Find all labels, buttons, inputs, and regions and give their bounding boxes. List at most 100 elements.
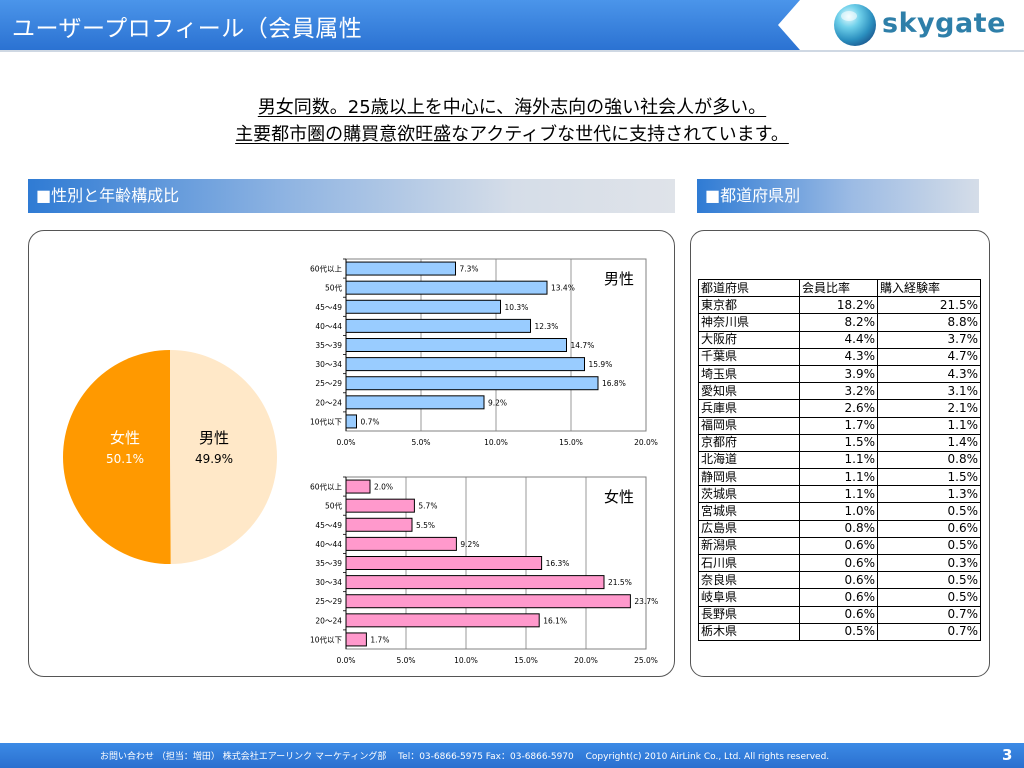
header-divider [0, 50, 1024, 52]
page-number: 3 [1002, 746, 1013, 764]
female-chart-bar [345, 479, 371, 494]
member-ratio-cell: 4.3% [799, 347, 878, 366]
male-chart-bar [345, 318, 531, 333]
female-chart-category-label: 40～44 [315, 540, 342, 549]
prefecture-name-cell: 東京都 [698, 296, 800, 315]
purchase-rate-cell: 3.1% [877, 382, 981, 401]
table-row: 新潟県 0.6% 0.5% [698, 536, 981, 556]
female-chart-value-label: 1.7% [370, 635, 389, 644]
table-row: 兵庫県 2.6% 2.1% [698, 399, 981, 418]
table-row: 埼玉県 3.9% 4.3% [698, 364, 981, 384]
prefecture-name-cell: 埼玉県 [698, 364, 800, 384]
female-chart-category-label: 35～39 [315, 559, 342, 568]
prefecture-name-cell: 新潟県 [698, 536, 800, 556]
male-chart-bar [345, 376, 599, 391]
member-ratio-cell: 1.1% [799, 468, 878, 487]
member-ratio-cell: 1.1% [799, 485, 878, 504]
table-row: 千葉県 4.3% 4.7% [698, 347, 981, 366]
prefecture-name-cell: 茨城県 [698, 485, 800, 504]
male-chart-category-label: 25～29 [315, 379, 342, 388]
member-ratio-cell: 2.6% [799, 399, 878, 418]
section-header-prefecture: ■都道府県別 [697, 179, 979, 213]
male-chart-category-label: 20～24 [315, 398, 342, 407]
male-chart-bar [345, 299, 501, 314]
female-chart-x-tick-label: 5.0% [396, 656, 415, 665]
table-row: 広島県 0.8% 0.6% [698, 519, 981, 538]
member-ratio-cell: 0.6% [799, 605, 878, 624]
pie-value-male: 49.9% [195, 452, 233, 466]
table-row: 東京都 18.2% 21.5% [698, 296, 981, 315]
gender-pie-chart: 女性 50.1% 男性 49.9% [63, 350, 278, 564]
pie-value-female: 50.1% [106, 452, 144, 466]
prefecture-name-cell: 宮城県 [698, 502, 800, 521]
female-chart-bar [345, 613, 540, 628]
table-row: 奈良県 0.6% 0.5% [698, 571, 981, 590]
purchase-rate-cell: 1.5% [877, 468, 981, 487]
male-chart-value-label: 16.8% [602, 379, 626, 388]
member-ratio-cell: 1.1% [799, 450, 878, 470]
purchase-rate-cell: 0.6% [877, 519, 981, 538]
purchase-rate-cell: 21.5% [877, 296, 981, 315]
female-chart-value-label: 9.2% [460, 540, 479, 549]
female-chart-category-label: 45～49 [315, 521, 342, 530]
purchase-rate-cell: 1.1% [877, 416, 981, 435]
member-ratio-cell: 0.8% [799, 519, 878, 538]
male-chart-category-label: 45～49 [315, 303, 342, 312]
headline-line-2: 主要都市圏の購買意欲旺盛なアクティブな世代に支持されています。 [235, 124, 789, 145]
table-row: 神奈川県 8.2% 8.8% [698, 313, 981, 332]
male-chart-value-label: 10.3% [505, 303, 529, 312]
prefecture-table-body: 東京都 18.2% 21.5% 神奈川県 8.2% 8.8% 大阪府 4.4% 3.7% 千葉県 4… [698, 296, 981, 641]
header-band [0, 0, 800, 50]
page-title: ユーザープロフィール（会員属性 [12, 16, 363, 42]
male-chart-category-label: 30～34 [315, 360, 342, 369]
prefecture-name-cell: 兵庫県 [698, 399, 800, 418]
male-chart-bar [345, 414, 357, 429]
male-chart-category-label: 10代以下 [310, 416, 343, 426]
logo-text: skygate [882, 8, 1006, 39]
prefecture-name-cell: 福岡県 [698, 416, 800, 435]
female-chart-value-label: 21.5% [608, 578, 632, 587]
table-row: 茨城県 1.1% 1.3% [698, 485, 981, 504]
globe-icon [834, 4, 876, 46]
female-chart-category-label: 60代以上 [310, 482, 343, 492]
male-chart-category-label: 40～44 [315, 322, 342, 331]
female-chart-category-label: 30～34 [315, 578, 342, 587]
male-chart-value-label: 13.4% [551, 284, 575, 293]
female-chart-value-label: 16.1% [543, 616, 567, 625]
table-row: 愛知県 3.2% 3.1% [698, 382, 981, 401]
male-chart-value-label: 7.3% [460, 265, 479, 274]
prefecture-name-cell: 奈良県 [698, 571, 800, 590]
slide-header: ユーザープロフィール（会員属性 skygate [0, 0, 1024, 50]
female-chart-bar [345, 498, 415, 513]
prefecture-name-cell: 千葉県 [698, 347, 800, 366]
female-chart-title: 女性 [604, 488, 634, 506]
purchase-rate-cell: 8.8% [877, 313, 981, 332]
female-chart-bar [345, 632, 367, 647]
table-row: 大阪府 4.4% 3.7% [698, 330, 981, 349]
female-chart-bar [345, 594, 631, 609]
purchase-rate-cell: 0.8% [877, 450, 981, 470]
male-chart-x-tick-label: 0.0% [336, 438, 355, 447]
purchase-rate-cell: 0.7% [877, 622, 981, 641]
purchase-rate-cell: 0.3% [877, 553, 981, 573]
purchase-rate-cell: 0.5% [877, 536, 981, 556]
male-chart-category-label: 35～39 [315, 341, 342, 350]
member-ratio-cell: 0.6% [799, 588, 878, 607]
female-chart-value-label: 16.3% [546, 559, 570, 568]
male-chart-value-label: 12.3% [535, 322, 559, 331]
male-chart-x-tick-label: 20.0% [634, 438, 658, 447]
male-chart-value-label: 9.2% [488, 398, 507, 407]
female-chart-x-tick-label: 25.0% [634, 656, 658, 665]
prefecture-name-cell: 愛知県 [698, 382, 800, 401]
member-ratio-cell: 3.9% [799, 364, 878, 384]
prefecture-name-cell: 大阪府 [698, 330, 800, 349]
purchase-rate-cell: 4.3% [877, 364, 981, 384]
prefecture-name-cell: 静岡県 [698, 468, 800, 487]
female-chart-x-tick-label: 20.0% [574, 656, 598, 665]
member-ratio-cell: 3.2% [799, 382, 878, 401]
female-chart-category-label: 25～29 [315, 597, 342, 606]
table-row: 北海道 1.1% 0.8% [698, 450, 981, 470]
prefecture-name-cell: 栃木県 [698, 622, 800, 641]
male-chart-value-label: 0.7% [361, 417, 380, 426]
member-ratio-cell: 1.5% [799, 433, 878, 452]
